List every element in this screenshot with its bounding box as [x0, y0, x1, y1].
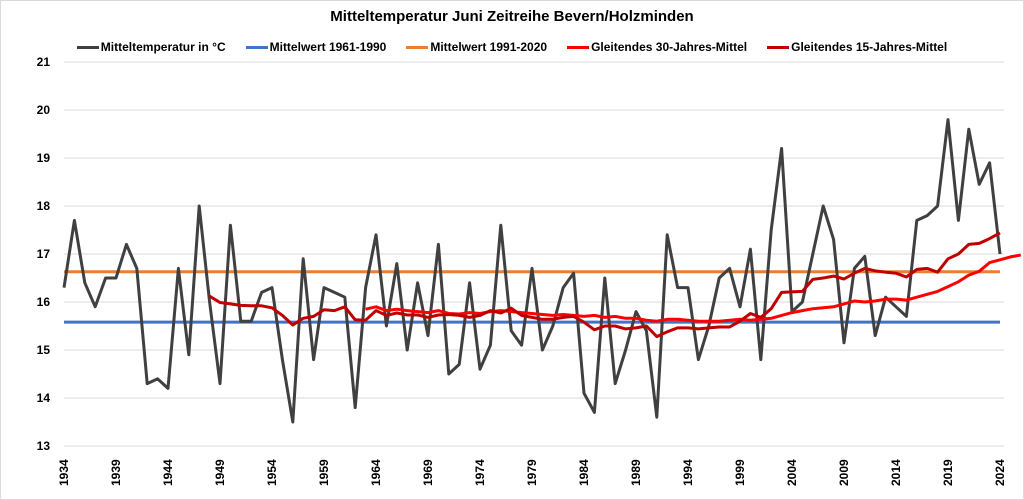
legend-item-mitteltemperatur[interactable]: Mitteltemperatur in °C — [76, 40, 226, 54]
chart-title: Mitteltemperatur Juni Zeitreihe Bevern/H… — [330, 8, 694, 25]
y-tick-label: 14 — [37, 391, 51, 405]
x-tick-label: 1974 — [473, 459, 487, 486]
x-tick-label: 1964 — [369, 459, 383, 486]
x-tick-label: 1999 — [733, 459, 747, 486]
legend-label: Mittelwert 1991-2020 — [430, 40, 548, 54]
y-axis-ticks: 13 14 15 16 17 18 19 20 21 — [37, 55, 51, 453]
x-tick-label: 1954 — [265, 459, 279, 486]
x-tick-label: 1984 — [577, 459, 591, 486]
y-tick-label: 19 — [37, 151, 51, 165]
legend-swatch — [76, 45, 99, 49]
x-tick-label: 1989 — [629, 459, 643, 486]
x-tick-label: 2024 — [993, 459, 1007, 486]
legend-swatch — [245, 45, 268, 49]
y-tick-label: 15 — [37, 343, 51, 357]
series-line-mitteltemperatur — [62, 118, 1002, 424]
legend-label: Mittelwert 1961-1990 — [269, 40, 387, 54]
legend-swatch — [767, 45, 790, 49]
gridlines — [64, 61, 1004, 447]
series-line-30-jahres-mittel — [365, 253, 1022, 323]
y-tick-label: 20 — [37, 103, 51, 117]
y-tick-label: 16 — [37, 295, 51, 309]
x-tick-label: 1994 — [681, 459, 695, 486]
legend-item-mittelwert-1991-2020[interactable]: Mittelwert 1991-2020 — [406, 40, 547, 54]
x-tick-label: 1969 — [421, 459, 435, 486]
legend-item-15-jahres-mittel[interactable]: Gleitendes 15-Jahres-Mittel — [767, 40, 947, 54]
x-tick-label: 1939 — [109, 459, 123, 486]
y-tick-label: 18 — [37, 199, 51, 213]
legend-item-mittelwert-1961-1990[interactable]: Mittelwert 1961-1990 — [245, 40, 387, 54]
x-tick-label: 1979 — [525, 459, 539, 486]
series-lines — [62, 118, 1022, 424]
legend-label: Gleitendes 30-Jahres-Mittel — [591, 40, 748, 54]
x-tick-label: 1944 — [161, 459, 175, 486]
x-tick-label: 1959 — [317, 459, 331, 486]
x-tick-label: 2004 — [785, 459, 799, 486]
legend-swatch — [406, 45, 429, 49]
y-tick-label: 13 — [37, 439, 51, 453]
x-tick-label: 1934 — [57, 459, 71, 486]
chart-legend: Mitteltemperatur in °C Mittelwert 1961-1… — [0, 40, 1024, 54]
legend-swatch — [567, 45, 590, 49]
x-axis-ticks: 1934 1939 1944 1949 1954 1959 1964 1969 1974 1979… — [57, 459, 1007, 486]
y-tick-label: 17 — [37, 247, 51, 261]
y-tick-label: 21 — [37, 55, 51, 69]
x-tick-label: 2014 — [889, 459, 903, 486]
legend-label: Mitteltemperatur in °C — [100, 40, 226, 54]
legend-label: Gleitendes 15-Jahres-Mittel — [791, 40, 948, 54]
x-tick-label: 2019 — [941, 459, 955, 486]
x-tick-label: 2009 — [837, 459, 851, 486]
legend-item-30-jahres-mittel[interactable]: Gleitendes 30-Jahres-Mittel — [567, 40, 747, 54]
series-line-15-jahres-mittel — [208, 231, 1001, 339]
x-tick-label: 1949 — [213, 459, 227, 486]
